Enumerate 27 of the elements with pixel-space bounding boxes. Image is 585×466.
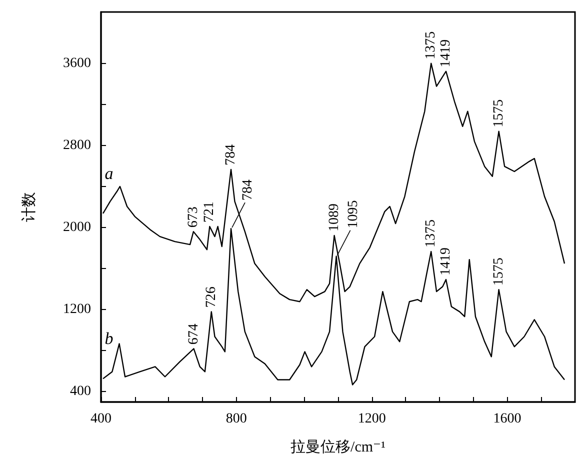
series-label: a	[104, 164, 114, 183]
annotation: 1089	[326, 204, 342, 232]
x-tick-label: 1600	[493, 412, 522, 426]
annotation: 784	[240, 180, 256, 201]
x-tick-label: 1200	[358, 412, 386, 426]
annotation: 1375	[424, 220, 439, 248]
annotation: 673	[186, 206, 201, 228]
x-axis-title: 拉曼位移/cm⁻¹	[290, 438, 386, 456]
series-label: b	[104, 329, 114, 348]
y-axis-title: 计数	[20, 192, 38, 222]
y-tick-label: 2000	[63, 220, 91, 236]
y-tick-label: 3600	[63, 56, 91, 71]
annotation: 1419	[438, 39, 454, 68]
x-tick-label: 400	[90, 412, 112, 426]
annotation: 1095	[346, 200, 361, 228]
x-tick-label: 800	[226, 412, 247, 426]
annotation: 1575	[491, 258, 506, 286]
annotation: 784	[224, 144, 239, 166]
annotation: 1575	[491, 99, 506, 128]
annotation: 726	[204, 286, 219, 308]
y-tick-label: 2800	[63, 138, 91, 153]
annotation: 1375	[424, 31, 439, 60]
y-tick-label: 400	[70, 384, 91, 400]
y-tick-label: 1200	[63, 302, 91, 318]
annotation: 1419	[438, 248, 454, 276]
annotation: 721	[202, 202, 218, 222]
annotation: 674	[186, 324, 202, 345]
